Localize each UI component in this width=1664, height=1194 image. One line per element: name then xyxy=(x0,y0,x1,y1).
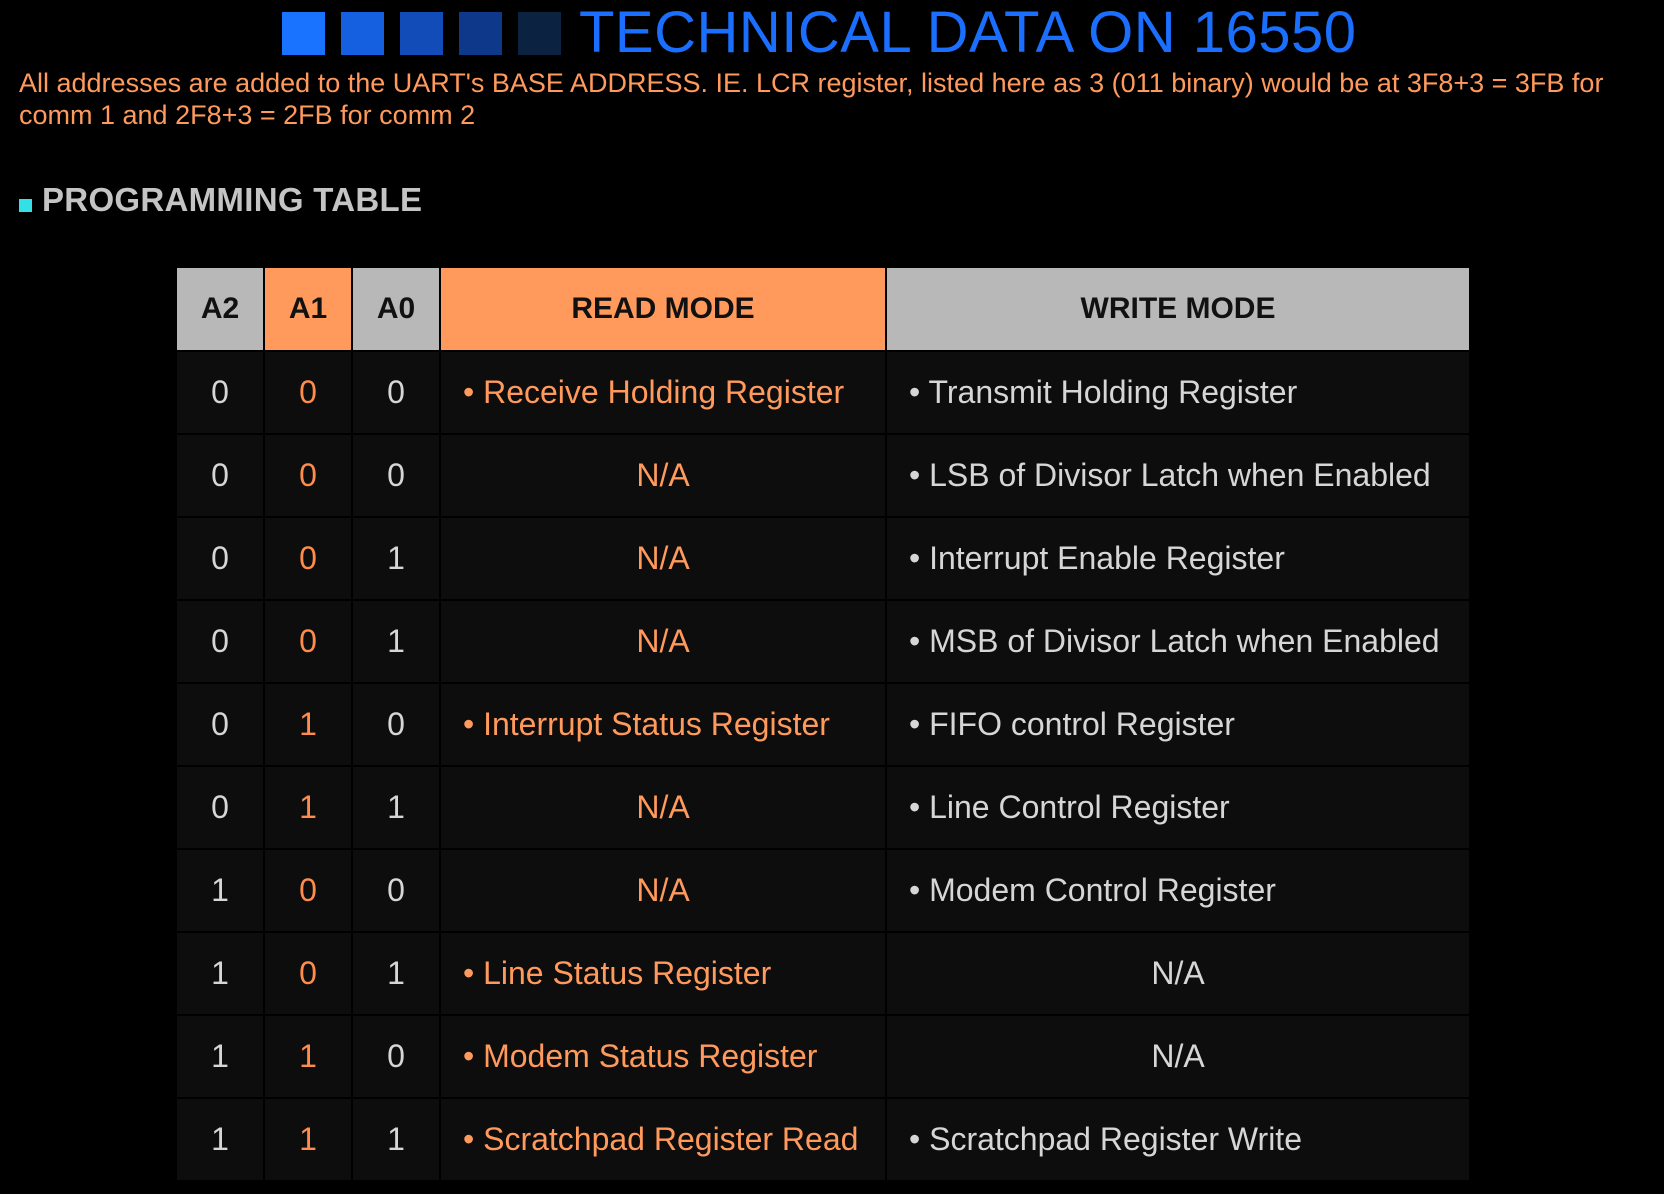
table-row: 0 0 0 N/A • LSB of Divisor Latch when Enable… xyxy=(177,433,1469,516)
cell-a1: 0 xyxy=(265,516,353,599)
title-row: TECHNICAL DATA ON 16550 xyxy=(282,0,1357,66)
header-a0: A0 xyxy=(353,268,441,350)
cell-a2: 1 xyxy=(177,931,265,1014)
cell-a2: 1 xyxy=(177,1014,265,1097)
cell-a0: 1 xyxy=(353,1097,441,1180)
header-a2: A2 xyxy=(177,268,265,350)
cell-a1: 0 xyxy=(265,599,353,682)
cell-read-mode: • Receive Holding Register xyxy=(441,350,887,433)
cell-a1: 1 xyxy=(265,1014,353,1097)
table-row: 1 1 0 • Modem Status Register N/A xyxy=(177,1014,1469,1097)
cell-read-mode: N/A xyxy=(441,765,887,848)
table-row: 0 1 1 N/A • Line Control Register xyxy=(177,765,1469,848)
cell-a0: 1 xyxy=(353,516,441,599)
cell-a1: 0 xyxy=(265,433,353,516)
cell-a2: 1 xyxy=(177,1097,265,1180)
title-square-icon-2 xyxy=(341,11,384,55)
cell-write-mode: • FIFO control Register xyxy=(887,682,1469,765)
cell-read-mode: • Line Status Register xyxy=(441,931,887,1014)
table-row: 1 0 0 N/A • Modem Control Register xyxy=(177,848,1469,931)
intro-text: All addresses are added to the UART's BA… xyxy=(19,68,1604,130)
cell-a0: 1 xyxy=(353,931,441,1014)
cell-a2: 1 xyxy=(177,848,265,931)
cell-read-mode: N/A xyxy=(441,433,887,516)
cell-a0: 0 xyxy=(353,433,441,516)
cell-write-mode: • Modem Control Register xyxy=(887,848,1469,931)
cell-a2: 0 xyxy=(177,765,265,848)
cell-read-mode: • Modem Status Register xyxy=(441,1014,887,1097)
cell-a1: 1 xyxy=(265,765,353,848)
cell-write-mode: N/A xyxy=(887,1014,1469,1097)
square-bullet-icon xyxy=(19,198,32,212)
cell-a2: 0 xyxy=(177,433,265,516)
header-read-mode: READ MODE xyxy=(441,268,887,350)
cell-a1: 1 xyxy=(265,682,353,765)
programming-table: A2 A1 A0 READ MODE WRITE MODE 0 0 0 • Recei… xyxy=(177,268,1469,1180)
cell-a0: 1 xyxy=(353,765,441,848)
cell-a1: 0 xyxy=(265,931,353,1014)
cell-a0: 0 xyxy=(353,350,441,433)
cell-read-mode: N/A xyxy=(441,848,887,931)
title-square-icon-1 xyxy=(282,11,325,55)
page-title: TECHNICAL DATA ON 16550 xyxy=(579,0,1357,65)
cell-a1: 1 xyxy=(265,1097,353,1180)
table-row: 1 0 1 • Line Status Register N/A xyxy=(177,931,1469,1014)
section-title: PROGRAMMING TABLE xyxy=(42,181,423,218)
header-a1: A1 xyxy=(265,268,353,350)
title-square-icon-3 xyxy=(400,11,443,55)
table-row: 0 0 1 N/A • Interrupt Enable Register xyxy=(177,516,1469,599)
cell-write-mode: • MSB of Divisor Latch when Enabled xyxy=(887,599,1469,682)
cell-a1: 0 xyxy=(265,350,353,433)
table-row: 1 1 1 • Scratchpad Register Read • Scratchpa… xyxy=(177,1097,1469,1180)
cell-read-mode: N/A xyxy=(441,599,887,682)
cell-write-mode: • LSB of Divisor Latch when Enabled xyxy=(887,433,1469,516)
cell-a2: 0 xyxy=(177,599,265,682)
cell-a1: 0 xyxy=(265,848,353,931)
cell-write-mode: • Scratchpad Register Write xyxy=(887,1097,1469,1180)
table-row: 0 0 1 N/A • MSB of Divisor Latch when Enable… xyxy=(177,599,1469,682)
cell-a0: 0 xyxy=(353,1014,441,1097)
table-row: 0 1 0 • Interrupt Status Register • FIFO con… xyxy=(177,682,1469,765)
cell-write-mode: • Interrupt Enable Register xyxy=(887,516,1469,599)
cell-a2: 0 xyxy=(177,516,265,599)
title-square-icon-5 xyxy=(518,11,561,55)
cell-a0: 1 xyxy=(353,599,441,682)
cell-a2: 0 xyxy=(177,350,265,433)
cell-a0: 0 xyxy=(353,682,441,765)
header-write-mode: WRITE MODE xyxy=(887,268,1469,350)
title-square-icon-4 xyxy=(459,11,502,55)
cell-read-mode: N/A xyxy=(441,516,887,599)
cell-a2: 0 xyxy=(177,682,265,765)
cell-write-mode: • Line Control Register xyxy=(887,765,1469,848)
cell-write-mode: • Transmit Holding Register xyxy=(887,350,1469,433)
cell-read-mode: • Scratchpad Register Read xyxy=(441,1097,887,1180)
section-heading: PROGRAMMING TABLE xyxy=(19,180,422,220)
table-header-row: A2 A1 A0 READ MODE WRITE MODE xyxy=(177,268,1469,350)
table-row: 0 0 0 • Receive Holding Register • Transmit … xyxy=(177,350,1469,433)
cell-a0: 0 xyxy=(353,848,441,931)
cell-write-mode: N/A xyxy=(887,931,1469,1014)
cell-read-mode: • Interrupt Status Register xyxy=(441,682,887,765)
